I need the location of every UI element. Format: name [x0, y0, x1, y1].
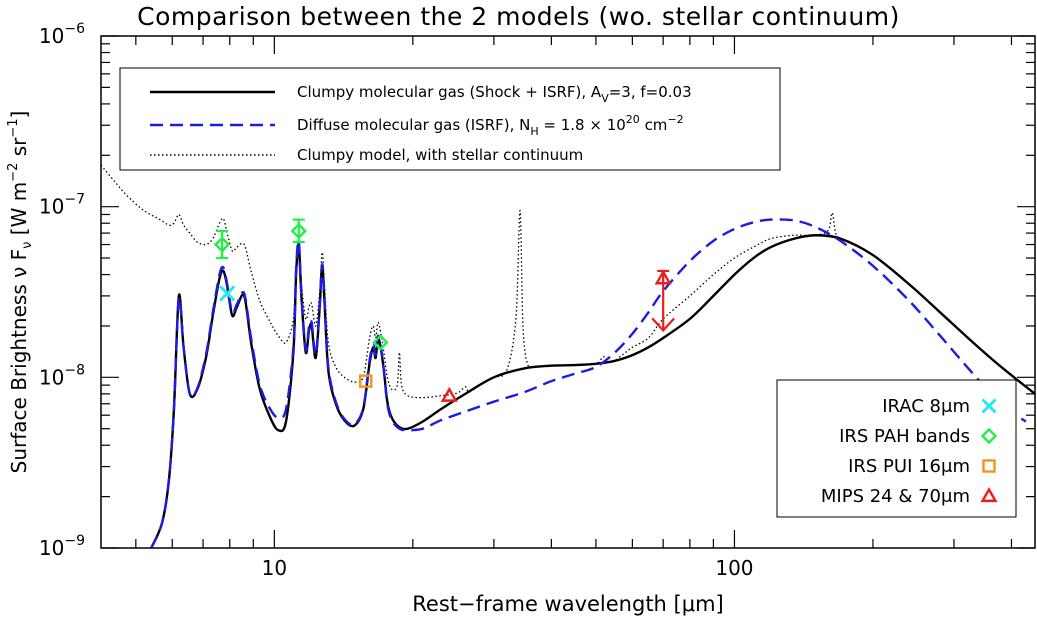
y-axis-label-main: Surface Brightness ν F — [7, 249, 31, 473]
square-marker — [359, 374, 373, 388]
y-tick-label-1: 10−8 — [39, 362, 85, 389]
y-axis-label-unit: [W m — [7, 182, 31, 242]
y-axis-label-exp1: −2 — [6, 163, 21, 182]
diamond-marker — [372, 334, 389, 351]
y-tick-base: 10 — [39, 24, 64, 48]
marker-legend-label-0: IRAC 8μm — [882, 396, 970, 417]
legend-label-part: 20 — [626, 113, 640, 126]
legend-label-part: Diffuse molecular gas (ISRF), N — [297, 116, 530, 134]
y-tick-base: 10 — [39, 365, 64, 389]
tick-layer — [101, 35, 1035, 549]
plot-frame — [100, 35, 1036, 549]
legend-markers: IRAC 8μm IRS PAH bands IRS PUI 16μm MIPS 24… — [776, 379, 1017, 518]
y-axis-label-exp2: −1 — [6, 118, 21, 137]
legend-markers-box — [776, 379, 1017, 518]
series-line-1 — [150, 218, 1027, 548]
square-legend-icon — [982, 459, 996, 473]
observation-point-4 — [359, 374, 373, 388]
marker-legend-label-3: MIPS 24 & 70μm — [821, 486, 970, 507]
y-axis-label-close: ] — [7, 111, 31, 119]
cross-legend-icon — [981, 398, 997, 414]
diamond-legend-icon — [980, 427, 998, 445]
marker-legend-label-1: IRS PAH bands — [839, 426, 970, 447]
y-tick-exp: −8 — [64, 362, 85, 378]
legend-label-2: Clumpy model, with stellar continuum — [297, 146, 583, 164]
diamond-marker — [213, 236, 231, 253]
y-tick-exp: −6 — [64, 21, 85, 37]
y-tick-base: 10 — [39, 536, 64, 560]
y-tick-base: 10 — [39, 195, 64, 219]
marker-legend-symbol-2 — [982, 459, 996, 473]
legend-models: Clumpy molecular gas (Shock + ISRF), AV=… — [119, 67, 781, 171]
triangle-marker — [654, 269, 672, 285]
chart-title: Comparison between the 2 models (wo. ste… — [137, 2, 900, 31]
x-tick-label-1: 100 — [715, 556, 753, 580]
observation-layer — [213, 218, 675, 402]
cross-marker — [219, 285, 236, 302]
triangle-marker — [440, 386, 458, 402]
marker-legend-symbol-3 — [980, 487, 998, 503]
legend-label-1: Diffuse molecular gas (ISRF), NH = 1.8 ×… — [297, 113, 684, 138]
y-tick-label-0: 10−9 — [39, 533, 85, 560]
observation-point-5 — [440, 386, 458, 402]
y-tick-label-2: 10−7 — [39, 192, 85, 219]
triangle-legend-icon — [980, 487, 998, 503]
legend-label-part: cm — [640, 116, 668, 134]
legend-label-part: V — [601, 92, 609, 105]
observation-point-6 — [651, 269, 675, 333]
legend-label-part: Clumpy molecular gas (Shock + ISRF), A — [297, 83, 602, 101]
legend-label-part: H — [530, 125, 538, 138]
observation-point-2 — [290, 218, 307, 244]
legend-label-part: =3, f=0.03 — [609, 83, 692, 101]
observation-point-0 — [219, 285, 236, 302]
legend-label-part: Clumpy model, with stellar continuum — [297, 146, 583, 164]
x-axis-label-main: Rest−frame wavelength — [412, 592, 673, 616]
y-axis-label-unit2: sr — [7, 137, 31, 163]
legend-label-part: −2 — [667, 113, 683, 126]
x-tick-label-0: 10 — [262, 556, 287, 580]
series-layer — [101, 164, 1035, 548]
y-axis-label: Surface Brightness ν Fν [W m−2 sr−1] — [6, 111, 35, 474]
y-tick-exp: −9 — [64, 533, 85, 549]
legend-label-0: Clumpy molecular gas (Shock + ISRF), AV=… — [297, 83, 692, 105]
y-tick-label-3: 10−6 — [39, 21, 85, 48]
legend-label-part: = 1.8 × 10 — [539, 116, 626, 134]
upper-limit-arrowhead — [651, 317, 675, 333]
observation-point-3 — [372, 334, 389, 351]
marker-legend-symbol-0 — [981, 398, 997, 414]
diamond-marker — [290, 222, 307, 240]
x-axis-label: Rest−frame wavelength [μm] — [412, 592, 724, 616]
observation-point-1 — [213, 229, 231, 260]
marker-legend-label-2: IRS PUI 16μm — [848, 456, 970, 477]
y-axis-label-sub: ν — [20, 242, 35, 249]
x-axis-label-unit: [μm] — [674, 592, 724, 616]
marker-legend-symbol-1 — [980, 427, 998, 445]
legend-models-box — [119, 67, 781, 171]
y-tick-exp: −7 — [64, 192, 85, 208]
series-line-2 — [101, 164, 1035, 399]
